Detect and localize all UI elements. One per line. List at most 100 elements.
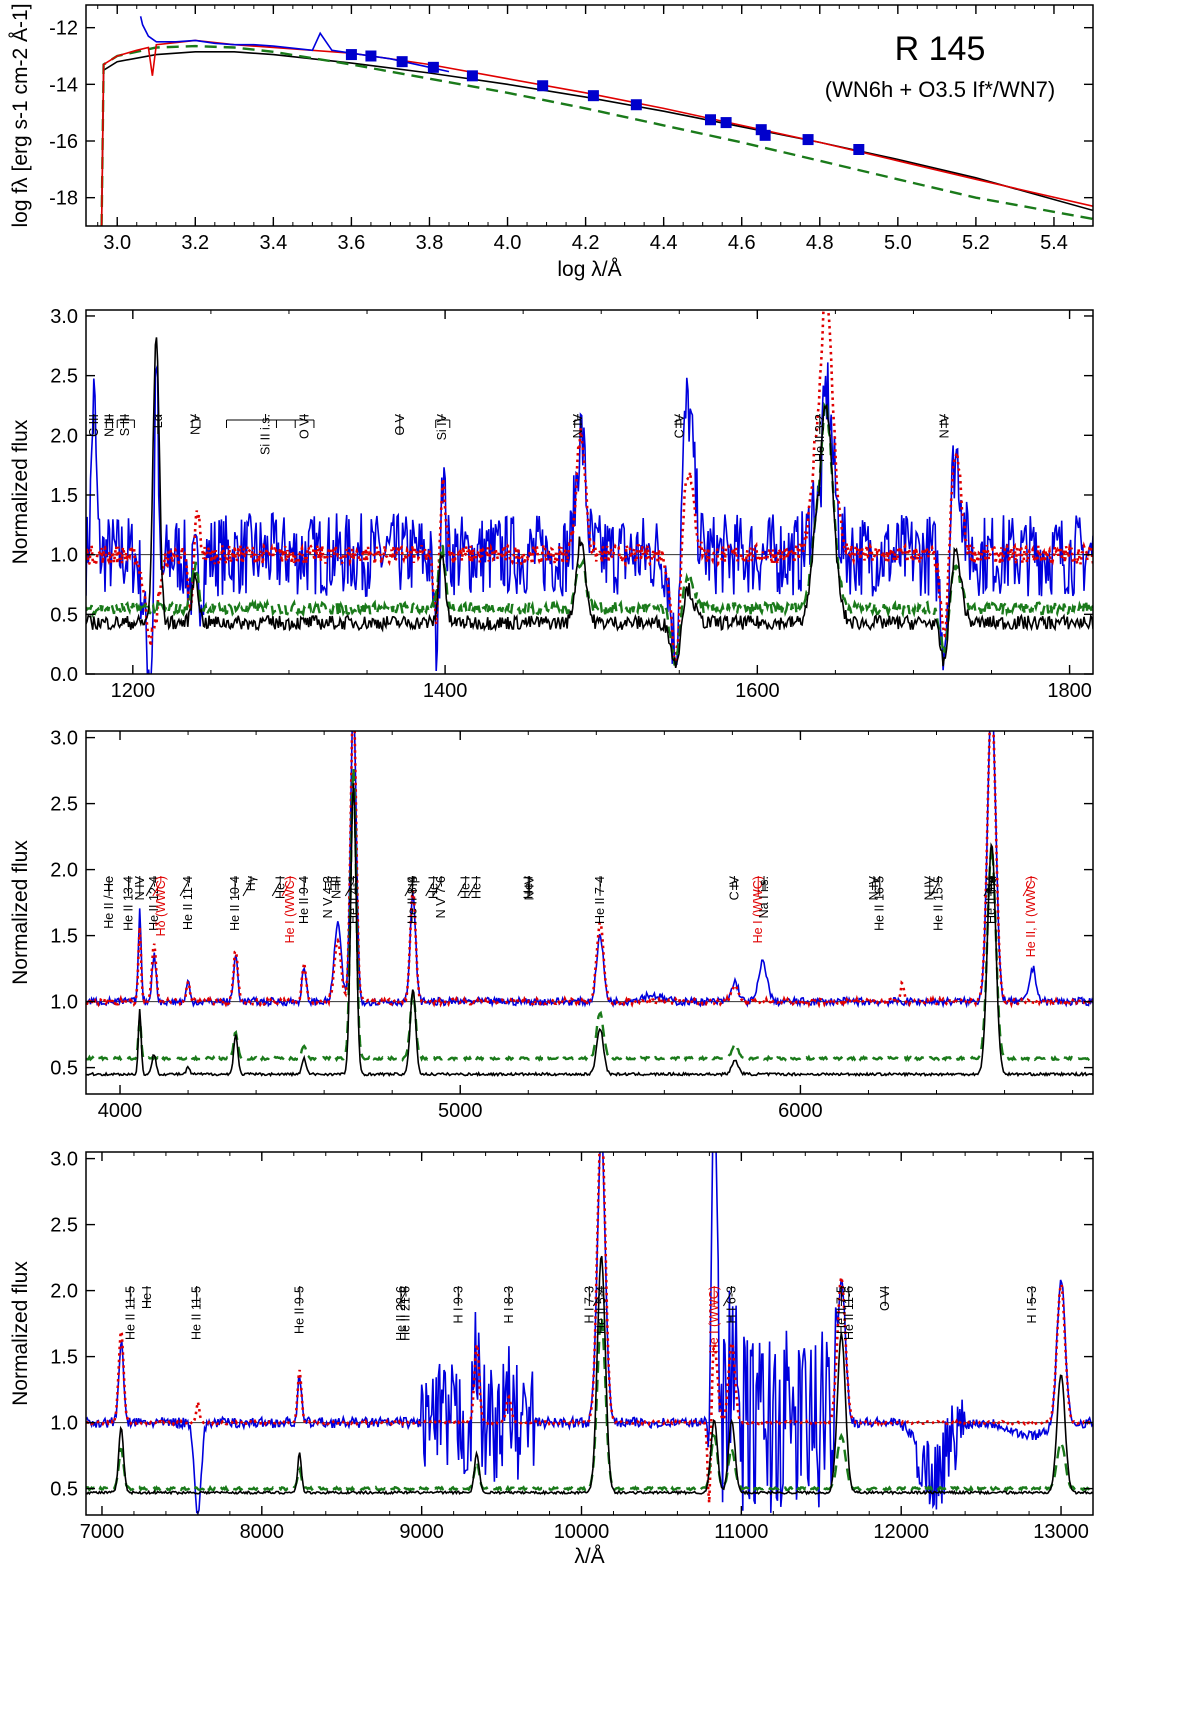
line-id-label: He II 7-5 <box>834 1286 848 1334</box>
line-id-label: N III <box>330 876 344 899</box>
series-line-2 <box>86 1315 1093 1493</box>
x-tick-label: 1200 <box>111 680 156 702</box>
plot-area <box>100 16 1093 226</box>
photometry-point <box>365 50 377 62</box>
photometry-point <box>345 49 357 61</box>
y-tick-label: 3.0 <box>50 306 78 328</box>
y-tick-label: 1.5 <box>50 1347 78 1369</box>
plot-area <box>86 1152 1093 1515</box>
series-line-3 <box>86 337 1093 669</box>
x-tick-label: 8000 <box>240 1521 285 1543</box>
y-axis-label: Normalized flux <box>9 419 32 564</box>
x-tick-label: 1400 <box>423 680 468 702</box>
line-id-label: N V 4-3 <box>321 876 335 918</box>
x-tick-label: 5.0 <box>884 232 912 254</box>
x-tick-label: 1600 <box>735 680 780 702</box>
panel-optical: 4000 5000 6000 0.5 1.0 1.5 2.0 2.5 3.0 Normalized… <box>9 728 1094 1122</box>
line-id-stem <box>723 1286 732 1307</box>
line-id-label: He I (WWC) <box>283 876 297 943</box>
x-tick-label: 4.6 <box>728 232 756 254</box>
series-line-0 <box>86 731 1093 1009</box>
line-id-label: He II 8-4 <box>405 876 419 924</box>
series-line-2 <box>100 39 1093 226</box>
x-tick-label: 5000 <box>438 1100 483 1122</box>
y-tick-label: -12 <box>49 18 78 40</box>
line-id-label: H I 6-3 <box>724 1286 738 1324</box>
y-tick-label: 0.0 <box>50 664 78 686</box>
line-id-stem <box>344 876 354 897</box>
photometry-point <box>396 56 408 68</box>
series-line-1 <box>100 44 1093 226</box>
line-id-label: N III <box>102 414 116 437</box>
x-tick-label: 7000 <box>80 1521 125 1543</box>
x-tick-label: 10000 <box>554 1521 610 1543</box>
photometry-point <box>759 129 771 141</box>
line-id-stem <box>271 876 281 897</box>
x-tick-label: 5.2 <box>962 232 990 254</box>
y-tick-label: 2.5 <box>50 366 78 388</box>
line-id-stem <box>930 876 940 897</box>
line-id-label: N V <box>188 413 202 435</box>
photometry-point <box>466 70 478 82</box>
line-id-label: He II, I (WWC) <box>1024 876 1038 957</box>
line-id-label: N IV <box>571 413 585 438</box>
line-id-stem <box>397 1286 407 1307</box>
y-tick-label: 3.0 <box>50 728 78 750</box>
line-id-stem <box>432 876 442 897</box>
series-line-3 <box>139 16 450 73</box>
x-tick-label: 6000 <box>778 1100 823 1122</box>
line-id-stem <box>468 876 478 897</box>
x-axis-label: λ/Å <box>574 1545 604 1568</box>
line-id-label: Si II i.s. <box>259 414 273 455</box>
line-id-label: N V 7-6 <box>434 876 448 918</box>
x-tick-label: 4.2 <box>572 232 600 254</box>
line-id-label: He II 13-4 <box>122 876 136 931</box>
line-id-label: He II 7-4 <box>593 876 607 924</box>
line-id-stem <box>179 876 189 897</box>
series-line-1 <box>86 1152 1093 1503</box>
line-id-label: He II 15-5 <box>932 876 946 931</box>
line-id-stem <box>1022 876 1032 897</box>
line-id-stem <box>145 876 155 897</box>
plot-frame <box>85 730 1094 1095</box>
y-axis-label: Normalized flux <box>9 840 32 985</box>
panel-uv: 1200 1400 1600 1800 0.0 0.5 1.0 1.5 2.0 2.5 3.0 Nor… <box>9 306 1094 702</box>
line-id-label: He II 4-3 <box>346 876 360 924</box>
line-id-label: He II / He <box>102 876 116 929</box>
line-id-stem <box>404 876 414 897</box>
plot-frame <box>85 4 1094 227</box>
line-id-label: He I <box>459 876 473 899</box>
plot-area <box>86 310 1093 674</box>
line-id-label: He II 9-5 <box>293 1286 307 1334</box>
photometry-point <box>427 61 439 73</box>
x-tick-label: 11000 <box>714 1521 768 1543</box>
y-tick-label: 0.5 <box>50 604 78 626</box>
panel-sed: 3.0 3.2 3.4 3.6 3.8 4.0 4.2 4.4 4.6 4.8 5.0 5.2 5.4 -… <box>9 3 1094 281</box>
y-tick-label: -14 <box>49 74 78 96</box>
line-id-stem <box>592 1286 602 1307</box>
line-id-label: He I <box>470 876 484 899</box>
line-id-label: Na I i.s. <box>757 876 771 918</box>
x-tick-label: 4000 <box>98 1100 143 1122</box>
photometry-point <box>587 90 599 102</box>
x-tick-label: 3.4 <box>259 232 287 254</box>
photometry-point <box>537 80 549 92</box>
line-id-label: He II 21-6 <box>399 1286 413 1341</box>
x-tick-label: 3.8 <box>416 232 444 254</box>
line-id-label: C IV <box>672 413 686 438</box>
line-id-label: He I (WWC) <box>751 876 765 943</box>
series-line-1 <box>86 731 1093 1010</box>
x-axis-label: log λ/Å <box>557 258 621 281</box>
line-id-label: He II 11-5 <box>190 1286 204 1340</box>
photometry-point <box>802 134 814 146</box>
photometry-point <box>755 124 767 136</box>
x-tick-label: 12000 <box>873 1521 929 1543</box>
series-line-2 <box>86 768 1093 1063</box>
plot-frame <box>85 309 1094 675</box>
line-id-label: N IV <box>938 413 952 438</box>
chart-subtitle: (WN6h + O3.5 If*/WN7) <box>825 77 1055 102</box>
y-tick-label: 2.0 <box>50 860 78 882</box>
line-id-label: He I (WWC) <box>707 1286 721 1353</box>
line-id-label: He II 12-4 <box>147 876 161 931</box>
